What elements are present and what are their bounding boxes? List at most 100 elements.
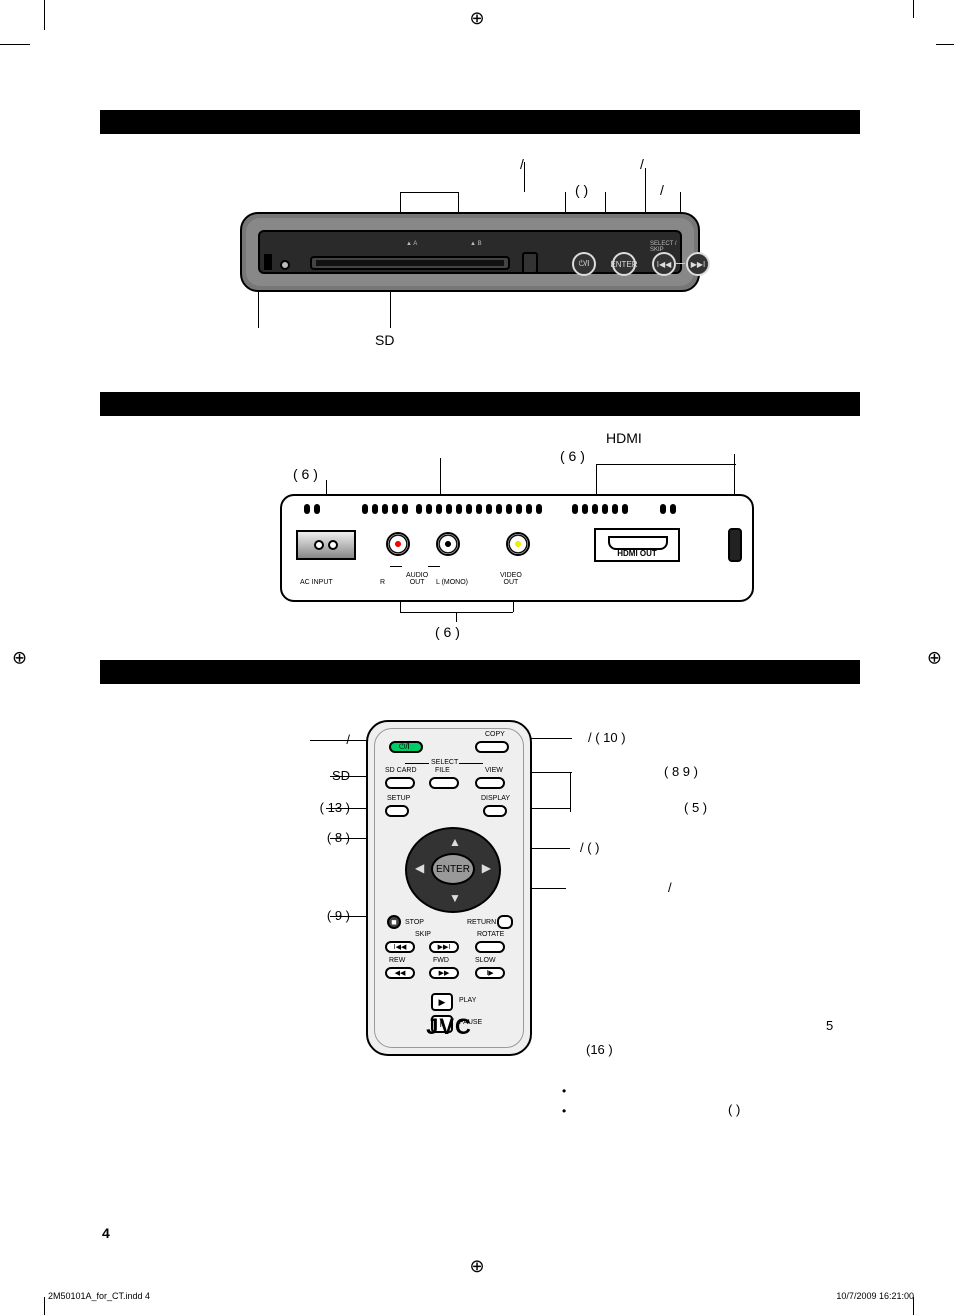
page-ref-6: ( 6 ) xyxy=(560,448,585,464)
connector-dash xyxy=(390,566,402,567)
copy-button xyxy=(475,741,509,753)
usb-port xyxy=(728,528,742,562)
video-out-label: VIDEO OUT xyxy=(500,572,522,586)
skip-label: SKIP xyxy=(415,931,431,938)
front-face: ▲ A ▲ B SELECT / SKIP ⏻/I ENTER I◀◀ ▶▶I xyxy=(258,230,682,274)
connector-dash xyxy=(428,566,440,567)
hdmi-port xyxy=(608,536,668,550)
left-arrow-icon: ◀ xyxy=(415,861,424,875)
page-ref-6: ( 6 ) xyxy=(293,466,318,482)
select-label: SELECT xyxy=(431,759,458,766)
chassis-bezel: ▲ A ▲ B SELECT / SKIP ⏻/I ENTER I◀◀ ▶▶I xyxy=(246,218,694,286)
leader-line xyxy=(570,772,571,812)
skip-next-button: ▶▶I xyxy=(429,941,459,953)
sdcard-label: SD CARD xyxy=(385,767,417,774)
note-5: 5 xyxy=(826,1018,833,1033)
section-header-front xyxy=(100,110,860,134)
diagram-front-panel: / / ( ) / ▲ A xyxy=(100,142,860,362)
vent-group xyxy=(362,504,408,514)
note-paren: ( ) xyxy=(728,1102,740,1117)
bullet-icon: • xyxy=(562,1104,566,1118)
status-led xyxy=(280,260,290,270)
skip-prev-button: I◀◀ xyxy=(652,252,676,276)
registration-mark-left: ⊕ xyxy=(12,647,27,668)
dpad: ▲ ▼ ◀ ▶ ENTER xyxy=(405,829,501,913)
registration-mark-right: ⊕ xyxy=(927,647,942,668)
fwd-label: FWD xyxy=(433,957,449,964)
vent-group xyxy=(660,504,676,514)
leader-line xyxy=(596,464,736,465)
footer-left: 2M50101A_for_CT.indd 4 xyxy=(48,1291,150,1301)
footer-right: 10/7/2009 16:21:00 xyxy=(836,1291,914,1301)
device-front-chassis: ▲ A ▲ B SELECT / SKIP ⏻/I ENTER I◀◀ ▶▶I xyxy=(240,212,700,292)
vent-group xyxy=(304,504,320,514)
display-button xyxy=(483,805,507,817)
eject-b-label: ▲ B xyxy=(470,241,482,247)
fwd-button: ▶▶ xyxy=(429,967,459,979)
display-label: DISPLAY xyxy=(481,795,510,802)
callout-slash: / xyxy=(668,880,672,895)
crop-mark xyxy=(0,44,30,45)
callout-paren: / ( ) xyxy=(580,840,600,855)
audio-out-r-jack xyxy=(386,532,410,556)
bracket xyxy=(459,763,483,764)
crop-mark xyxy=(44,0,45,30)
brand-logo: JVC xyxy=(368,1014,530,1040)
copy-label: COPY xyxy=(485,731,505,738)
diagram-remote: / SD ( 13 ) ( 8 ) ( 9 ) / ( 10 ) ( 8 9 )… xyxy=(100,720,860,1160)
leader-line xyxy=(456,612,457,622)
slow-button: I▶ xyxy=(475,967,505,979)
rotate-label: ROTATE xyxy=(477,931,504,938)
callout-89: ( 8 9 ) xyxy=(664,764,698,779)
rew-button: ◀◀ xyxy=(385,967,415,979)
hdmi-out-label: HDMI OUT xyxy=(596,549,678,558)
down-arrow-icon: ▼ xyxy=(449,891,461,905)
ac-input-jack xyxy=(296,530,356,560)
label-slash: / xyxy=(640,156,644,172)
connector-line xyxy=(675,263,685,264)
skip-next-button: ▶▶I xyxy=(686,252,710,276)
crop-mark xyxy=(936,44,954,45)
leader-line xyxy=(400,192,458,193)
eject-a-label: ▲ A xyxy=(406,241,417,247)
return-label: RETURN xyxy=(467,919,496,926)
bracket xyxy=(405,763,429,764)
leader-line xyxy=(524,162,525,192)
remote-bezel: ⏻/I COPY SELECT SD CARD FILE VIEW SETUP xyxy=(374,728,524,1048)
page-number: 4 xyxy=(102,1225,110,1241)
vent-group xyxy=(572,504,628,514)
section-header-rear xyxy=(100,392,860,416)
stop-label: STOP xyxy=(405,919,424,926)
enter-button: ENTER xyxy=(612,252,636,276)
audio-out-l-jack xyxy=(436,532,460,556)
label-slash: / xyxy=(660,182,664,198)
power-switch xyxy=(264,254,272,270)
skip-prev-button: I◀◀ xyxy=(385,941,415,953)
eject-button xyxy=(522,252,538,274)
crop-mark xyxy=(913,0,914,18)
rew-label: REW xyxy=(389,957,405,964)
hdmi-label: HDMI xyxy=(606,430,642,446)
setup-button xyxy=(385,805,409,817)
leader-line xyxy=(258,286,259,328)
return-button xyxy=(497,915,513,929)
crop-mark xyxy=(44,1297,45,1315)
view-label: VIEW xyxy=(485,767,503,774)
device-rear-chassis: AC INPUT R AUDIO OUT L (MONO) VIDEO OUT … xyxy=(280,494,754,602)
sdcard-button xyxy=(385,777,415,789)
audio-r-label: R xyxy=(380,579,385,586)
bullet-icon: • xyxy=(562,1084,566,1098)
note-16: (16 ) xyxy=(586,1042,613,1057)
section-header-remote xyxy=(100,660,860,684)
play-button: ▶ xyxy=(431,993,453,1011)
view-button xyxy=(475,777,505,789)
play-label: PLAY xyxy=(459,997,476,1004)
vent-group xyxy=(416,504,542,514)
file-button xyxy=(429,777,459,789)
stop-button: ■ xyxy=(387,915,401,929)
remote-body: ⏻/I COPY SELECT SD CARD FILE VIEW SETUP xyxy=(366,720,532,1056)
power-button: ⏻/I xyxy=(572,252,596,276)
registration-mark-bottom: ⊕ xyxy=(469,1256,484,1277)
slow-label: SLOW xyxy=(475,957,496,964)
right-arrow-icon: ▶ xyxy=(482,861,491,875)
